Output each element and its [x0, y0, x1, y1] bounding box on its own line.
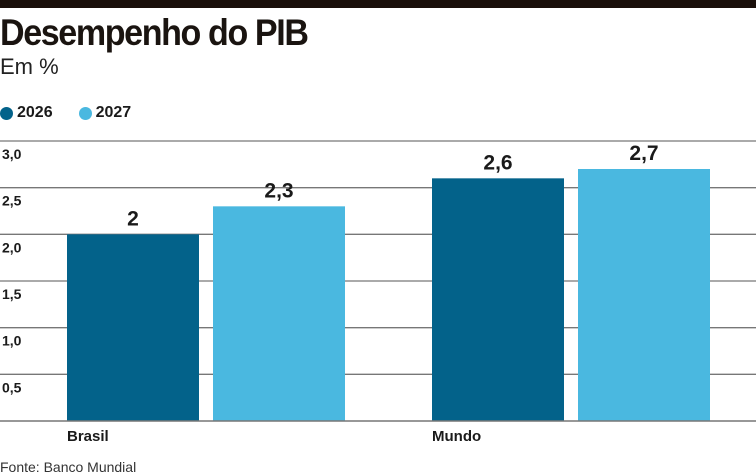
chart-title: Desempenho do PIB [0, 12, 309, 53]
y-tick-label: 0,5 [2, 379, 22, 395]
y-tick-label: 3,0 [2, 146, 22, 162]
legend: 2026 2027 [0, 104, 131, 122]
data-label: 2,7 [629, 142, 658, 165]
x-category-label: Mundo [432, 428, 481, 445]
bar-mundo-2026 [432, 178, 564, 421]
legend-dot-icon [78, 106, 92, 120]
data-label: 2 [127, 207, 139, 230]
y-tick-label: 1,0 [2, 333, 22, 349]
bar-mundo-2027 [578, 169, 710, 421]
bar-brasil-2027 [213, 206, 345, 421]
legend-dot-icon [0, 106, 13, 120]
chart-subtitle: Em % [0, 54, 59, 79]
data-label: 2,6 [483, 151, 512, 174]
y-tick-label: 2,5 [2, 193, 22, 209]
top-bar [0, 0, 756, 8]
legend-item-2026: 2026 [0, 104, 53, 122]
source-note: Fonte: Banco Mundial [0, 459, 137, 475]
legend-item-2027: 2027 [78, 104, 132, 122]
y-tick-label: 1,5 [2, 286, 22, 302]
bar-brasil-2026 [67, 234, 199, 421]
data-label: 2,3 [264, 179, 293, 202]
x-category-label: Brasil [67, 428, 109, 445]
y-tick-label: 2,0 [2, 239, 22, 255]
legend-label: 2027 [95, 104, 132, 121]
legend-label: 2026 [17, 104, 53, 121]
